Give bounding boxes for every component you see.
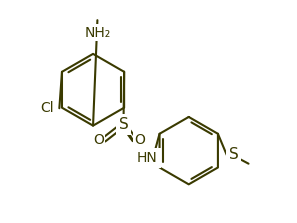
Text: NH₂: NH₂	[84, 26, 110, 40]
Text: Cl: Cl	[40, 101, 54, 115]
Text: S: S	[119, 117, 128, 132]
Text: O: O	[93, 133, 104, 147]
Text: O: O	[134, 133, 145, 147]
Text: S: S	[229, 147, 239, 163]
Text: HN: HN	[137, 151, 158, 165]
